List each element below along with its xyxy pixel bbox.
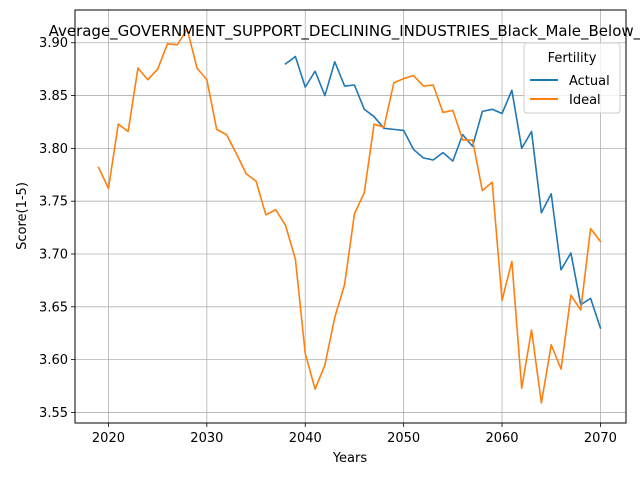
x-tick-label: 2040 — [289, 431, 322, 446]
y-tick-label: 3.85 — [39, 89, 68, 104]
y-tick-label: 3.80 — [39, 142, 68, 157]
x-axis-label: Years — [332, 451, 368, 466]
series-line-actual — [284, 55, 602, 329]
grid — [75, 10, 626, 423]
axis-ticks: 2020 2030 2040 2050 2060 2070 3.55 3.60 3.65 3.70… — [39, 36, 617, 446]
x-tick-label: 2060 — [485, 431, 518, 446]
y-tick-label: 3.75 — [39, 195, 68, 210]
legend-label-ideal: Ideal — [569, 93, 601, 108]
legend-title: Fertility — [548, 51, 597, 66]
y-tick-label: 3.60 — [39, 353, 68, 368]
plot-frame — [74, 9, 627, 424]
x-tick-label: 2050 — [387, 431, 420, 446]
x-tick-label: 2070 — [584, 431, 617, 446]
y-axis-label: Score(1-5) — [15, 182, 30, 250]
y-tick-label: 3.90 — [39, 36, 68, 51]
legend-box — [523, 42, 621, 114]
series-line-ideal — [97, 28, 602, 404]
y-tick-label: 3.55 — [39, 406, 68, 421]
legend: Fertility Actual Ideal — [523, 42, 621, 114]
x-tick-label: 2030 — [190, 431, 223, 446]
legend-label-actual: Actual — [569, 74, 610, 89]
x-tick-label: 2020 — [92, 431, 125, 446]
y-tick-label: 3.65 — [39, 300, 68, 315]
chart-title: Average_GOVERNMENT_SUPPORT_DECLINING_IND… — [49, 22, 640, 41]
series-lines — [97, 28, 602, 404]
y-tick-label: 3.70 — [39, 247, 68, 262]
